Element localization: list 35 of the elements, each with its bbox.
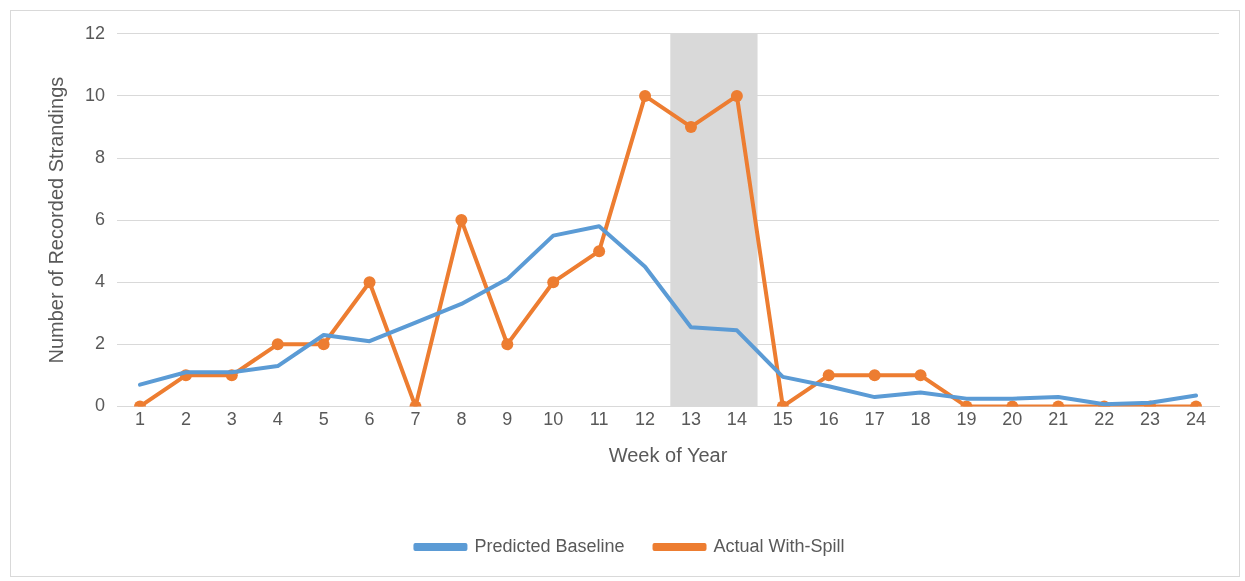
x-tick-label: 20 (1002, 409, 1023, 430)
y-tick-label: 8 (95, 146, 106, 167)
x-tick-label: 4 (272, 409, 283, 430)
x-tick-label: 18 (910, 409, 931, 430)
x-tick-label: 10 (543, 409, 564, 430)
y-tick-label: 10 (84, 84, 106, 105)
x-tick-label: 9 (502, 409, 513, 430)
y-tick-label: 0 (95, 395, 106, 416)
x-tick-label: 2 (180, 409, 191, 430)
x-tick-label: 19 (956, 409, 977, 430)
x-tick-label: 11 (589, 409, 609, 430)
x-tick-label: 23 (1140, 409, 1161, 430)
x-tick-label: 13 (680, 409, 701, 430)
x-tick-label: 5 (318, 409, 329, 430)
x-tick-label: 8 (456, 409, 467, 430)
x-tick-label: 12 (635, 409, 656, 430)
x-tick-label: 15 (772, 409, 793, 430)
y-tick-label: 6 (95, 209, 106, 230)
x-tick-label: 22 (1094, 409, 1115, 430)
legend-label: Predicted Baseline (474, 535, 625, 556)
x-tick-label: 6 (364, 409, 375, 430)
x-tick-label: 24 (1186, 409, 1207, 430)
x-tick-label: 17 (864, 409, 885, 430)
legend-label: Actual With-Spill (713, 535, 845, 556)
y-axis-title: Number of Recorded Strandings (44, 76, 67, 364)
x-tick-label: 16 (818, 409, 839, 430)
x-tick-label: 3 (226, 409, 237, 430)
y-tick-label: 12 (84, 22, 106, 43)
x-tick-label: 1 (134, 409, 145, 430)
y-tick-label: 4 (95, 271, 106, 292)
x-axis-title: Week of Year (608, 443, 728, 466)
x-tick-label: 14 (726, 409, 747, 430)
x-tick-label: 21 (1048, 409, 1069, 430)
x-tick-label: 7 (410, 409, 421, 430)
y-tick-label: 2 (95, 333, 106, 354)
